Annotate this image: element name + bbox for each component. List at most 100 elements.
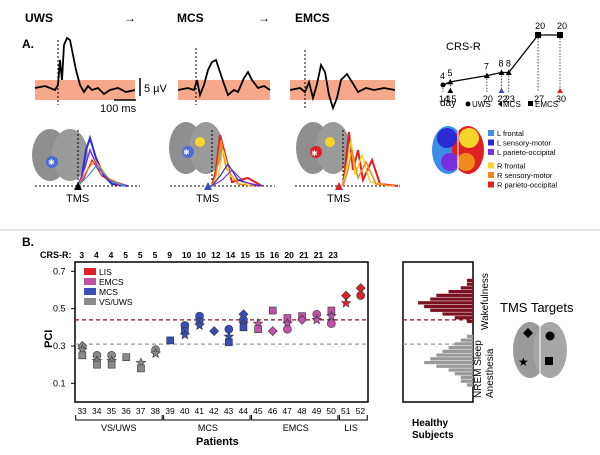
region-legend-label: R frontal: [497, 162, 526, 171]
tms-label-uws: TMS: [66, 193, 89, 205]
healthy-label-1: Healthy: [412, 418, 449, 429]
target-diamond-icon: [523, 328, 533, 338]
crs-row-score: 10: [182, 250, 192, 260]
crs-title: CRS-R: [446, 41, 481, 53]
hist-bar-sleep: [454, 342, 473, 346]
status-emcs-icon: [528, 101, 533, 106]
target-square-icon: [545, 357, 553, 365]
hist-bar-wake: [442, 312, 473, 316]
crs-day-label: 30: [556, 94, 566, 104]
tms-label-emcs: TMS: [327, 193, 350, 205]
target-star-icon: ★: [518, 355, 529, 369]
crs-row-score: 4: [94, 250, 99, 260]
source-map-uws: ✱ TMS: [32, 129, 140, 205]
pci-marker: [355, 283, 366, 294]
nrem-label: NREM Sleep: [473, 340, 484, 398]
patient-label: 47: [282, 406, 292, 416]
pci-marker: [166, 336, 175, 345]
hist-bar-sleep: [448, 368, 473, 372]
legend-swatch: [84, 268, 96, 275]
hist-bar-sleep: [454, 372, 473, 376]
patient-label: 45: [253, 406, 263, 416]
stage-title-mcs: MCS: [177, 11, 204, 25]
crs-score-label: 8: [506, 59, 511, 69]
panel-a-label: A.: [22, 37, 34, 51]
hist-bar-sleep: [448, 346, 473, 350]
hist-bar-wake: [430, 308, 473, 312]
patient-label: 51: [341, 406, 351, 416]
crs-point: [498, 69, 505, 75]
pci-marker: [122, 353, 131, 362]
tms-label-mcs: TMS: [196, 193, 219, 205]
region-swatch: [488, 149, 494, 155]
anesthesia-label: Anesthesia: [485, 348, 496, 398]
pci-marker: [356, 291, 365, 300]
svg-text:✱: ✱: [183, 148, 190, 157]
pci-plot-frame: [74, 261, 369, 403]
healthy-label-2: Subjects: [412, 430, 454, 441]
scale-time: 100 ms: [100, 103, 137, 115]
crs-row-score: 5: [153, 250, 158, 260]
crs-timeline-chart: CRS-R day 4 14 5 15 7 20 8 22 8 23 20 27 20 30 UWS MCS E…: [439, 21, 567, 109]
hist-bar-sleep: [460, 379, 473, 383]
crs-row-score: 23: [328, 250, 338, 260]
eeg-trace-mcs: [177, 48, 271, 105]
eeg-trace-uws: 5 µV 100 ms: [34, 36, 168, 115]
group-bracket: [163, 415, 251, 421]
status-emcs-label: EMCS: [535, 100, 558, 109]
patient-label: 37: [136, 406, 146, 416]
crs-row-score: 3: [79, 250, 84, 260]
svg-text:✱: ✱: [311, 149, 318, 158]
crs-day-label: 14: [439, 94, 449, 104]
patient-label: 35: [107, 406, 117, 416]
pci-marker: [267, 326, 278, 336]
crs-score-label: 7: [484, 62, 489, 72]
region-legend-label: L sensory-motor: [497, 139, 551, 148]
patient-label: 41: [195, 406, 205, 416]
hist-bar-wake: [424, 304, 473, 309]
pci-marker: [239, 323, 248, 332]
hist-bar-sleep: [424, 360, 473, 365]
patient-label: 50: [326, 406, 336, 416]
group-bracket: [338, 415, 368, 421]
patient-label: 33: [77, 406, 87, 416]
crs-row-label: CRS-R:: [40, 250, 72, 260]
legend-swatch: [84, 298, 96, 305]
pci-marker: [194, 319, 205, 331]
eeg-trace-emcs: [289, 50, 396, 111]
status-mcs-label: MCS: [503, 100, 521, 109]
hist-bar-sleep: [460, 338, 473, 342]
pci-marker: [297, 314, 307, 325]
legend-swatch: [84, 278, 96, 285]
panel-b-label: B.: [22, 235, 34, 249]
hist-bar-wake: [430, 297, 473, 301]
patient-label: 43: [224, 406, 234, 416]
crs-score-row: 3 4 4 5 5 5 9 10 10 12 14 15 15 16 20 21 21 23: [79, 250, 338, 260]
crs-row-score: 15: [255, 250, 265, 260]
crs-row-score: 16: [270, 250, 280, 260]
healthy-plot-frame: [402, 261, 474, 403]
crs-row-score: 21: [314, 250, 324, 260]
crs-row-score: 21: [299, 250, 309, 260]
y-tick-label: 0.1: [53, 378, 66, 388]
pci-marker: [340, 297, 352, 308]
patient-label: 46: [268, 406, 278, 416]
group-bracket: [251, 415, 339, 421]
crs-row-score: 5: [138, 250, 143, 260]
hist-bar-sleep: [460, 375, 473, 380]
group-bracket: [75, 415, 163, 421]
crs-row-score: 4: [109, 250, 114, 260]
patients-axis-label: Patients: [196, 436, 239, 448]
crs-tms-marker: [498, 88, 505, 93]
crs-row-score: 10: [197, 250, 207, 260]
crs-score-label: 8: [499, 59, 504, 69]
hist-bar-wake: [454, 316, 473, 320]
y-tick-label: 0.7: [53, 266, 66, 276]
region-legend-label: R parieto-occipital: [497, 181, 557, 190]
panel-a: A. UWS → MCS → EMCS 5 µV 100 ms: [22, 11, 567, 205]
pci-marker: [179, 329, 191, 340]
arrow-1: →: [124, 11, 136, 25]
